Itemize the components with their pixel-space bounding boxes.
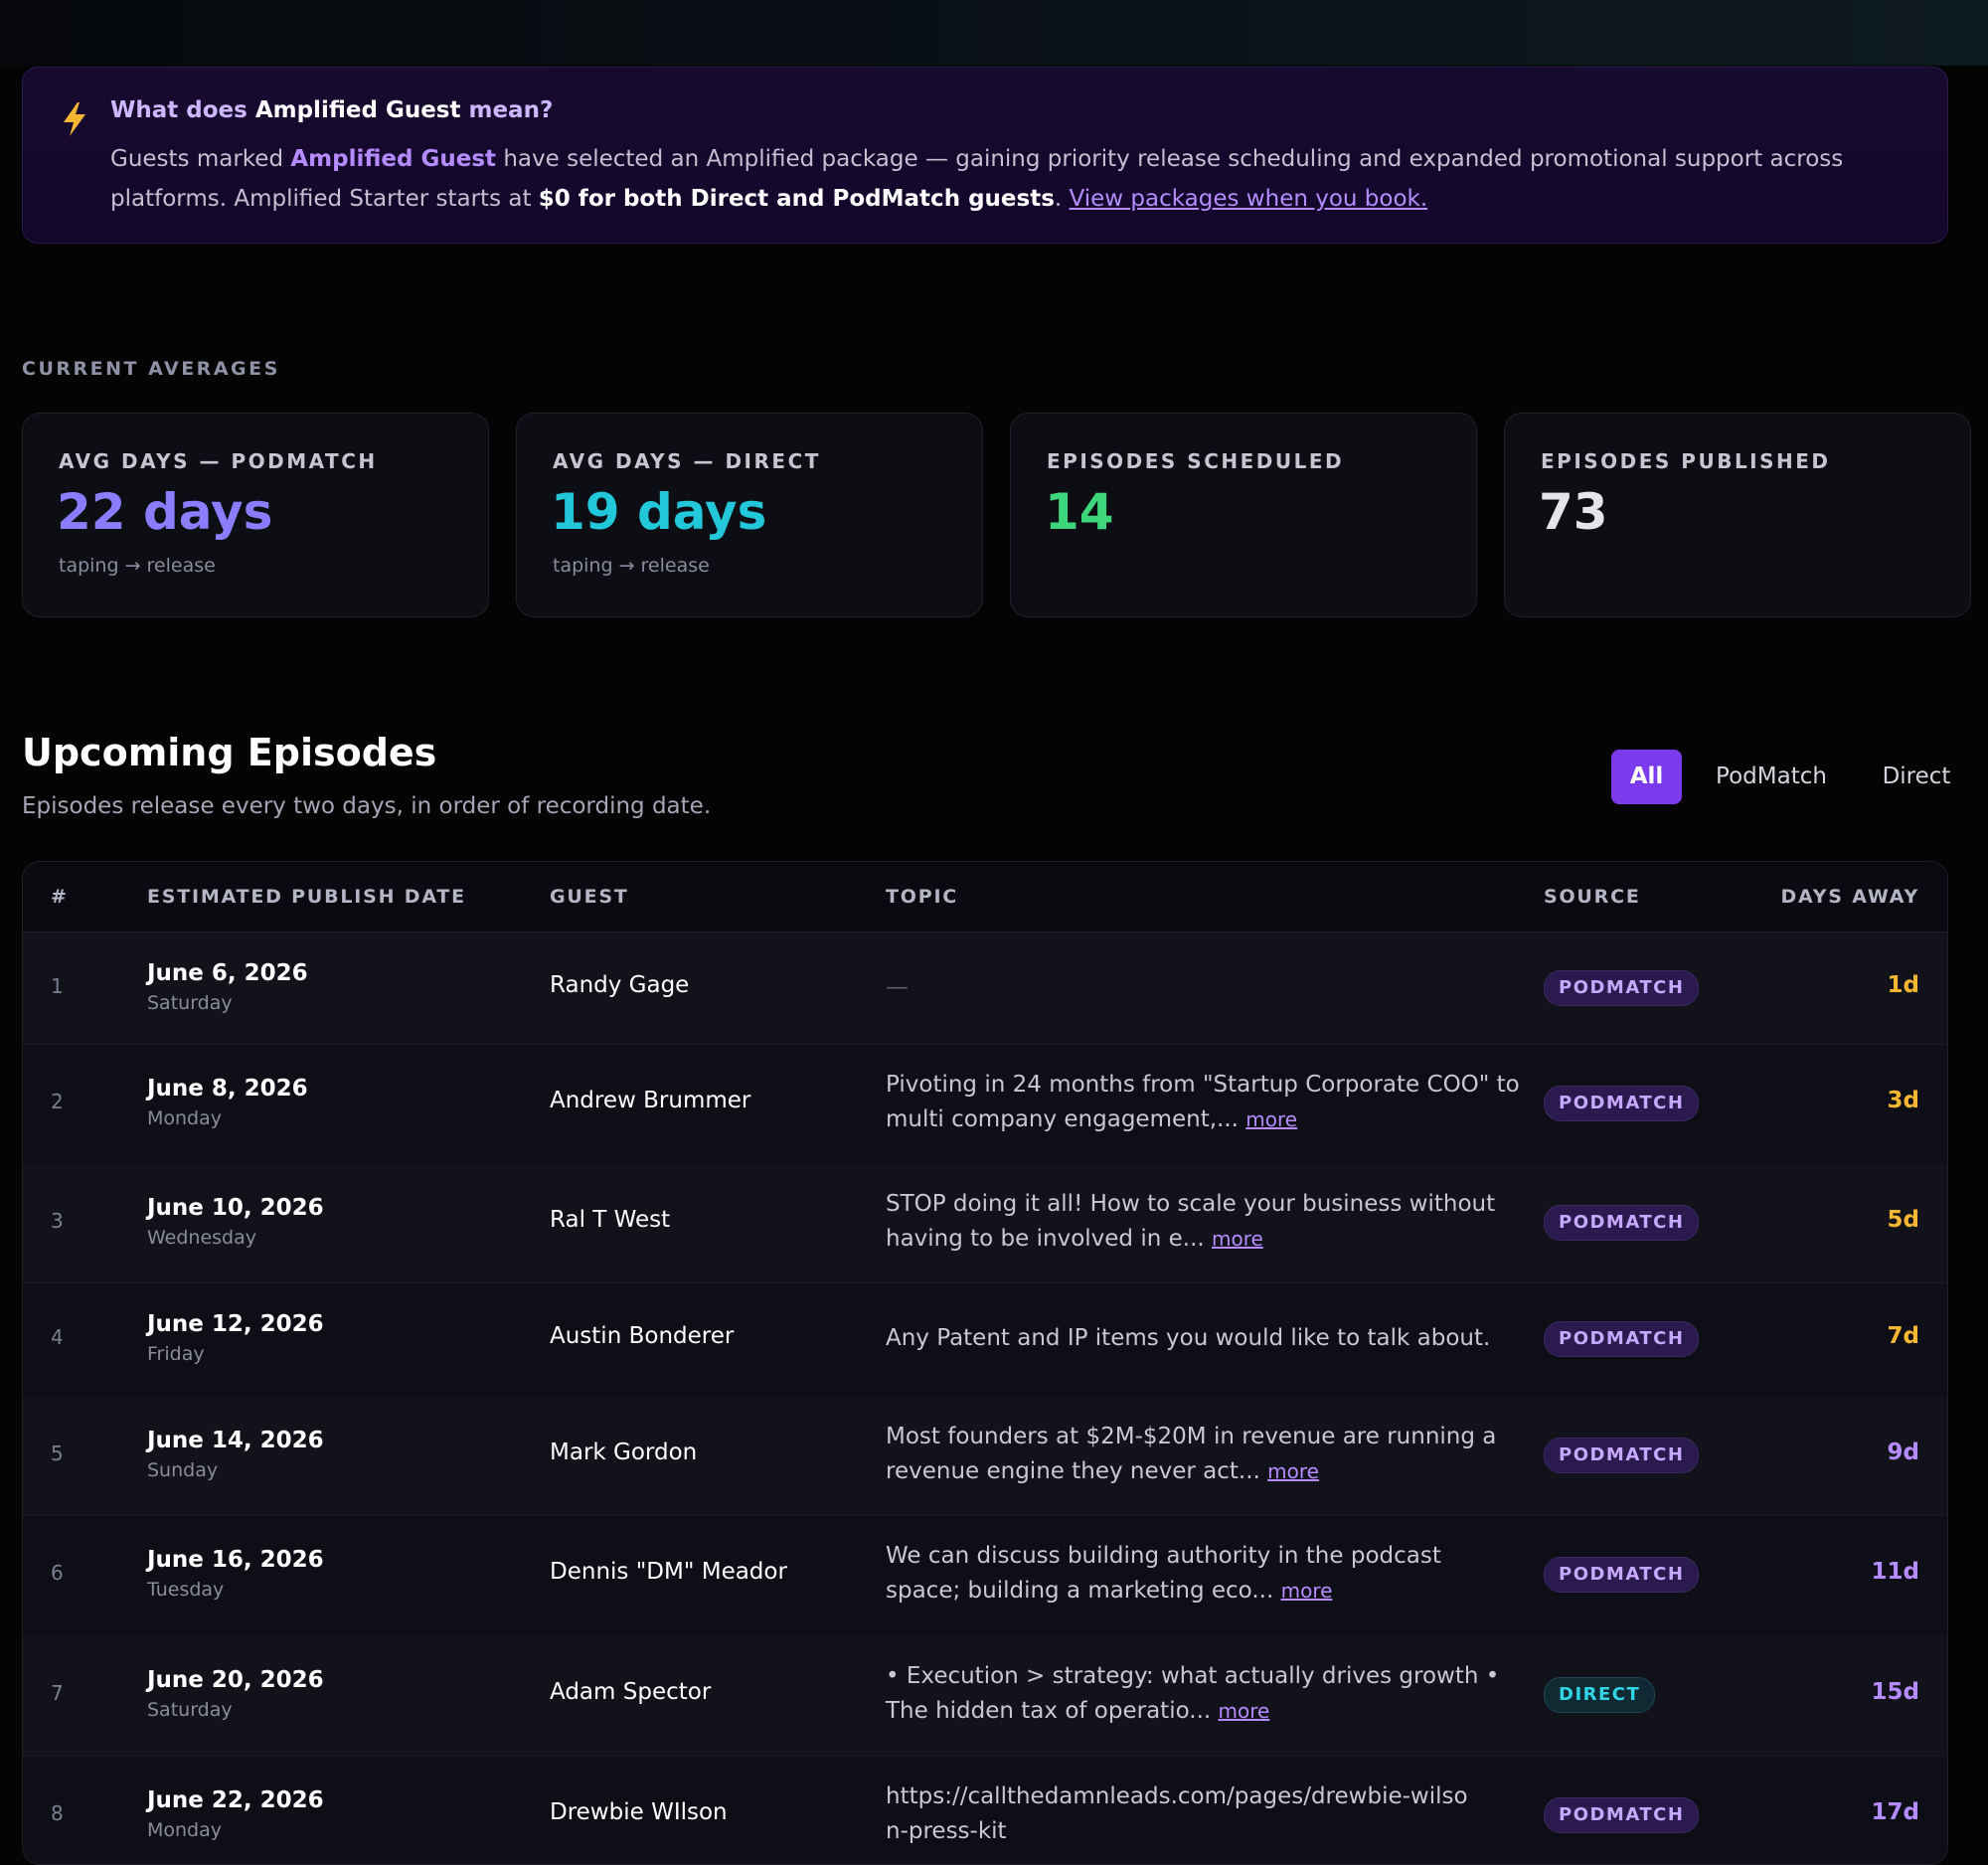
source-badge: PODMATCH (1544, 970, 1700, 1006)
table-row[interactable]: 4 June 12, 2026 Friday Austin Bonderer A… (23, 1282, 1947, 1397)
source-badge: PODMATCH (1544, 1557, 1700, 1593)
row-number: 5 (51, 1441, 64, 1465)
column-header-topic: TOPIC (886, 886, 959, 908)
publish-date: June 22, 2026 Monday (147, 1787, 324, 1841)
guest-name: Austin Bonderer (550, 1323, 735, 1349)
publish-date: June 16, 2026 Tuesday (147, 1547, 324, 1601)
topic-text: — (886, 974, 909, 1000)
guest-name: Drewbie WIlson (550, 1799, 728, 1825)
days-away: 7d (1887, 1323, 1919, 1349)
topic-text: • Execution > strategy: what actually dr… (886, 1663, 1500, 1724)
topic-text: https://callthedamnleads.com/pages/drewb… (886, 1783, 1468, 1844)
topic-more-link[interactable]: more (1218, 1699, 1270, 1723)
topic-text: We can discuss building authority in the… (886, 1543, 1441, 1604)
row-number: 6 (51, 1561, 64, 1585)
stat-card-avg-days-direct: AVG DAYS — DIRECT 19 days taping → relea… (516, 413, 983, 617)
table-header: # ESTIMATED PUBLISH DATE GUEST TOPIC SOU… (23, 862, 1947, 932)
top-bar (0, 0, 1988, 66)
row-number: 7 (51, 1681, 64, 1705)
publish-date: June 10, 2026 Wednesday (147, 1195, 324, 1249)
stat-label: EPISODES PUBLISHED (1541, 449, 1831, 473)
guest-name: Adam Spector (550, 1679, 712, 1705)
banner-body: Guests marked Amplified Guest have selec… (110, 146, 1844, 212)
column-header-guest: GUEST (550, 886, 629, 908)
guest-name: Randy Gage (550, 972, 690, 998)
view-packages-link[interactable]: View packages when you book. (1069, 186, 1428, 212)
row-number: 1 (51, 974, 64, 998)
stat-value: 14 (1045, 483, 1114, 541)
topic-text: Most founders at $2M-$20M in revenue are… (886, 1424, 1497, 1484)
days-away: 3d (1887, 1088, 1919, 1113)
column-header-publish-date: ESTIMATED PUBLISH DATE (147, 886, 466, 908)
upcoming-episodes-table: # ESTIMATED PUBLISH DATE GUEST TOPIC SOU… (22, 861, 1948, 1865)
stat-value: 73 (1539, 483, 1608, 541)
row-number: 2 (51, 1090, 64, 1113)
guest-name: Dennis "DM" Meador (550, 1559, 787, 1585)
stat-card-episodes-scheduled: EPISODES SCHEDULED 14 (1010, 413, 1477, 617)
table-row[interactable]: 2 June 8, 2026 Monday Andrew Brummer Piv… (23, 1044, 1947, 1164)
guest-name: Andrew Brummer (550, 1088, 751, 1113)
filter-all-button[interactable]: All (1611, 750, 1682, 804)
filter-direct-button[interactable]: Direct (1882, 763, 1951, 789)
upcoming-episodes-title: Upcoming Episodes (22, 731, 437, 774)
publish-date: June 20, 2026 Saturday (147, 1667, 324, 1721)
column-header-days-away: DAYS AWAY (1780, 886, 1919, 908)
stat-card-episodes-published: EPISODES PUBLISHED 73 (1504, 413, 1971, 617)
topic-more-link[interactable]: more (1280, 1579, 1333, 1603)
publish-date: June 6, 2026 Saturday (147, 960, 308, 1014)
row-number: 3 (51, 1209, 64, 1233)
guest-name: Ral T West (550, 1207, 671, 1233)
lightning-bolt-icon (64, 102, 85, 136)
column-header-number: # (51, 886, 69, 908)
publish-date: June 14, 2026 Sunday (147, 1428, 324, 1481)
source-badge: PODMATCH (1544, 1205, 1700, 1241)
guest-name: Mark Gordon (550, 1440, 698, 1465)
days-away: 5d (1887, 1207, 1919, 1233)
topic-more-link[interactable]: more (1245, 1107, 1298, 1131)
source-badge: DIRECT (1544, 1677, 1656, 1713)
upcoming-episodes-subtitle: Episodes release every two days, in orde… (22, 793, 712, 819)
column-header-source: SOURCE (1544, 886, 1641, 908)
row-number: 4 (51, 1325, 64, 1349)
table-row[interactable]: 5 June 14, 2026 Sunday Mark Gordon Most … (23, 1396, 1947, 1516)
table-row[interactable]: 8 June 22, 2026 Monday Drewbie WIlson ht… (23, 1756, 1947, 1864)
days-away: 15d (1871, 1679, 1919, 1705)
source-badge: PODMATCH (1544, 1086, 1700, 1121)
stat-value: 22 days (57, 483, 273, 541)
days-away: 9d (1887, 1440, 1919, 1465)
table-row[interactable]: 7 June 20, 2026 Saturday Adam Spector • … (23, 1634, 1947, 1757)
stat-label: EPISODES SCHEDULED (1047, 449, 1345, 473)
table-row[interactable]: 1 June 6, 2026 Saturday Randy Gage — POD… (23, 932, 1947, 1045)
publish-date: June 8, 2026 Monday (147, 1076, 308, 1129)
stat-label: AVG DAYS — DIRECT (553, 449, 821, 473)
table-row[interactable]: 3 June 10, 2026 Wednesday Ral T West STO… (23, 1163, 1947, 1283)
source-badge: PODMATCH (1544, 1438, 1700, 1473)
publish-date: June 12, 2026 Friday (147, 1311, 324, 1365)
row-number: 8 (51, 1801, 64, 1825)
source-badge: PODMATCH (1544, 1797, 1700, 1833)
days-away: 17d (1871, 1799, 1919, 1825)
topic-more-link[interactable]: more (1267, 1459, 1319, 1483)
topic-text: Any Patent and IP items you would like t… (886, 1325, 1491, 1351)
stat-label: AVG DAYS — PODMATCH (59, 449, 378, 473)
stat-card-avg-days-podmatch: AVG DAYS — PODMATCH 22 days taping → rel… (22, 413, 489, 617)
source-badge: PODMATCH (1544, 1321, 1700, 1357)
current-averages-label: CURRENT AVERAGES (22, 358, 280, 380)
stat-sub: taping → release (59, 555, 216, 577)
topic-text: STOP doing it all! How to scale your bus… (886, 1191, 1496, 1252)
amplified-guest-info-banner: What does Amplified Guest mean? Guests m… (22, 67, 1948, 244)
topic-text: Pivoting in 24 months from "Startup Corp… (886, 1072, 1520, 1132)
banner-title: What does Amplified Guest mean? (110, 97, 554, 123)
days-away: 1d (1887, 972, 1919, 998)
days-away: 11d (1871, 1559, 1919, 1585)
table-row[interactable]: 6 June 16, 2026 Tuesday Dennis "DM" Mead… (23, 1515, 1947, 1635)
stat-sub: taping → release (553, 555, 710, 577)
topic-more-link[interactable]: more (1212, 1227, 1263, 1251)
stat-value: 19 days (551, 483, 767, 541)
filter-podmatch-button[interactable]: PodMatch (1716, 763, 1827, 789)
